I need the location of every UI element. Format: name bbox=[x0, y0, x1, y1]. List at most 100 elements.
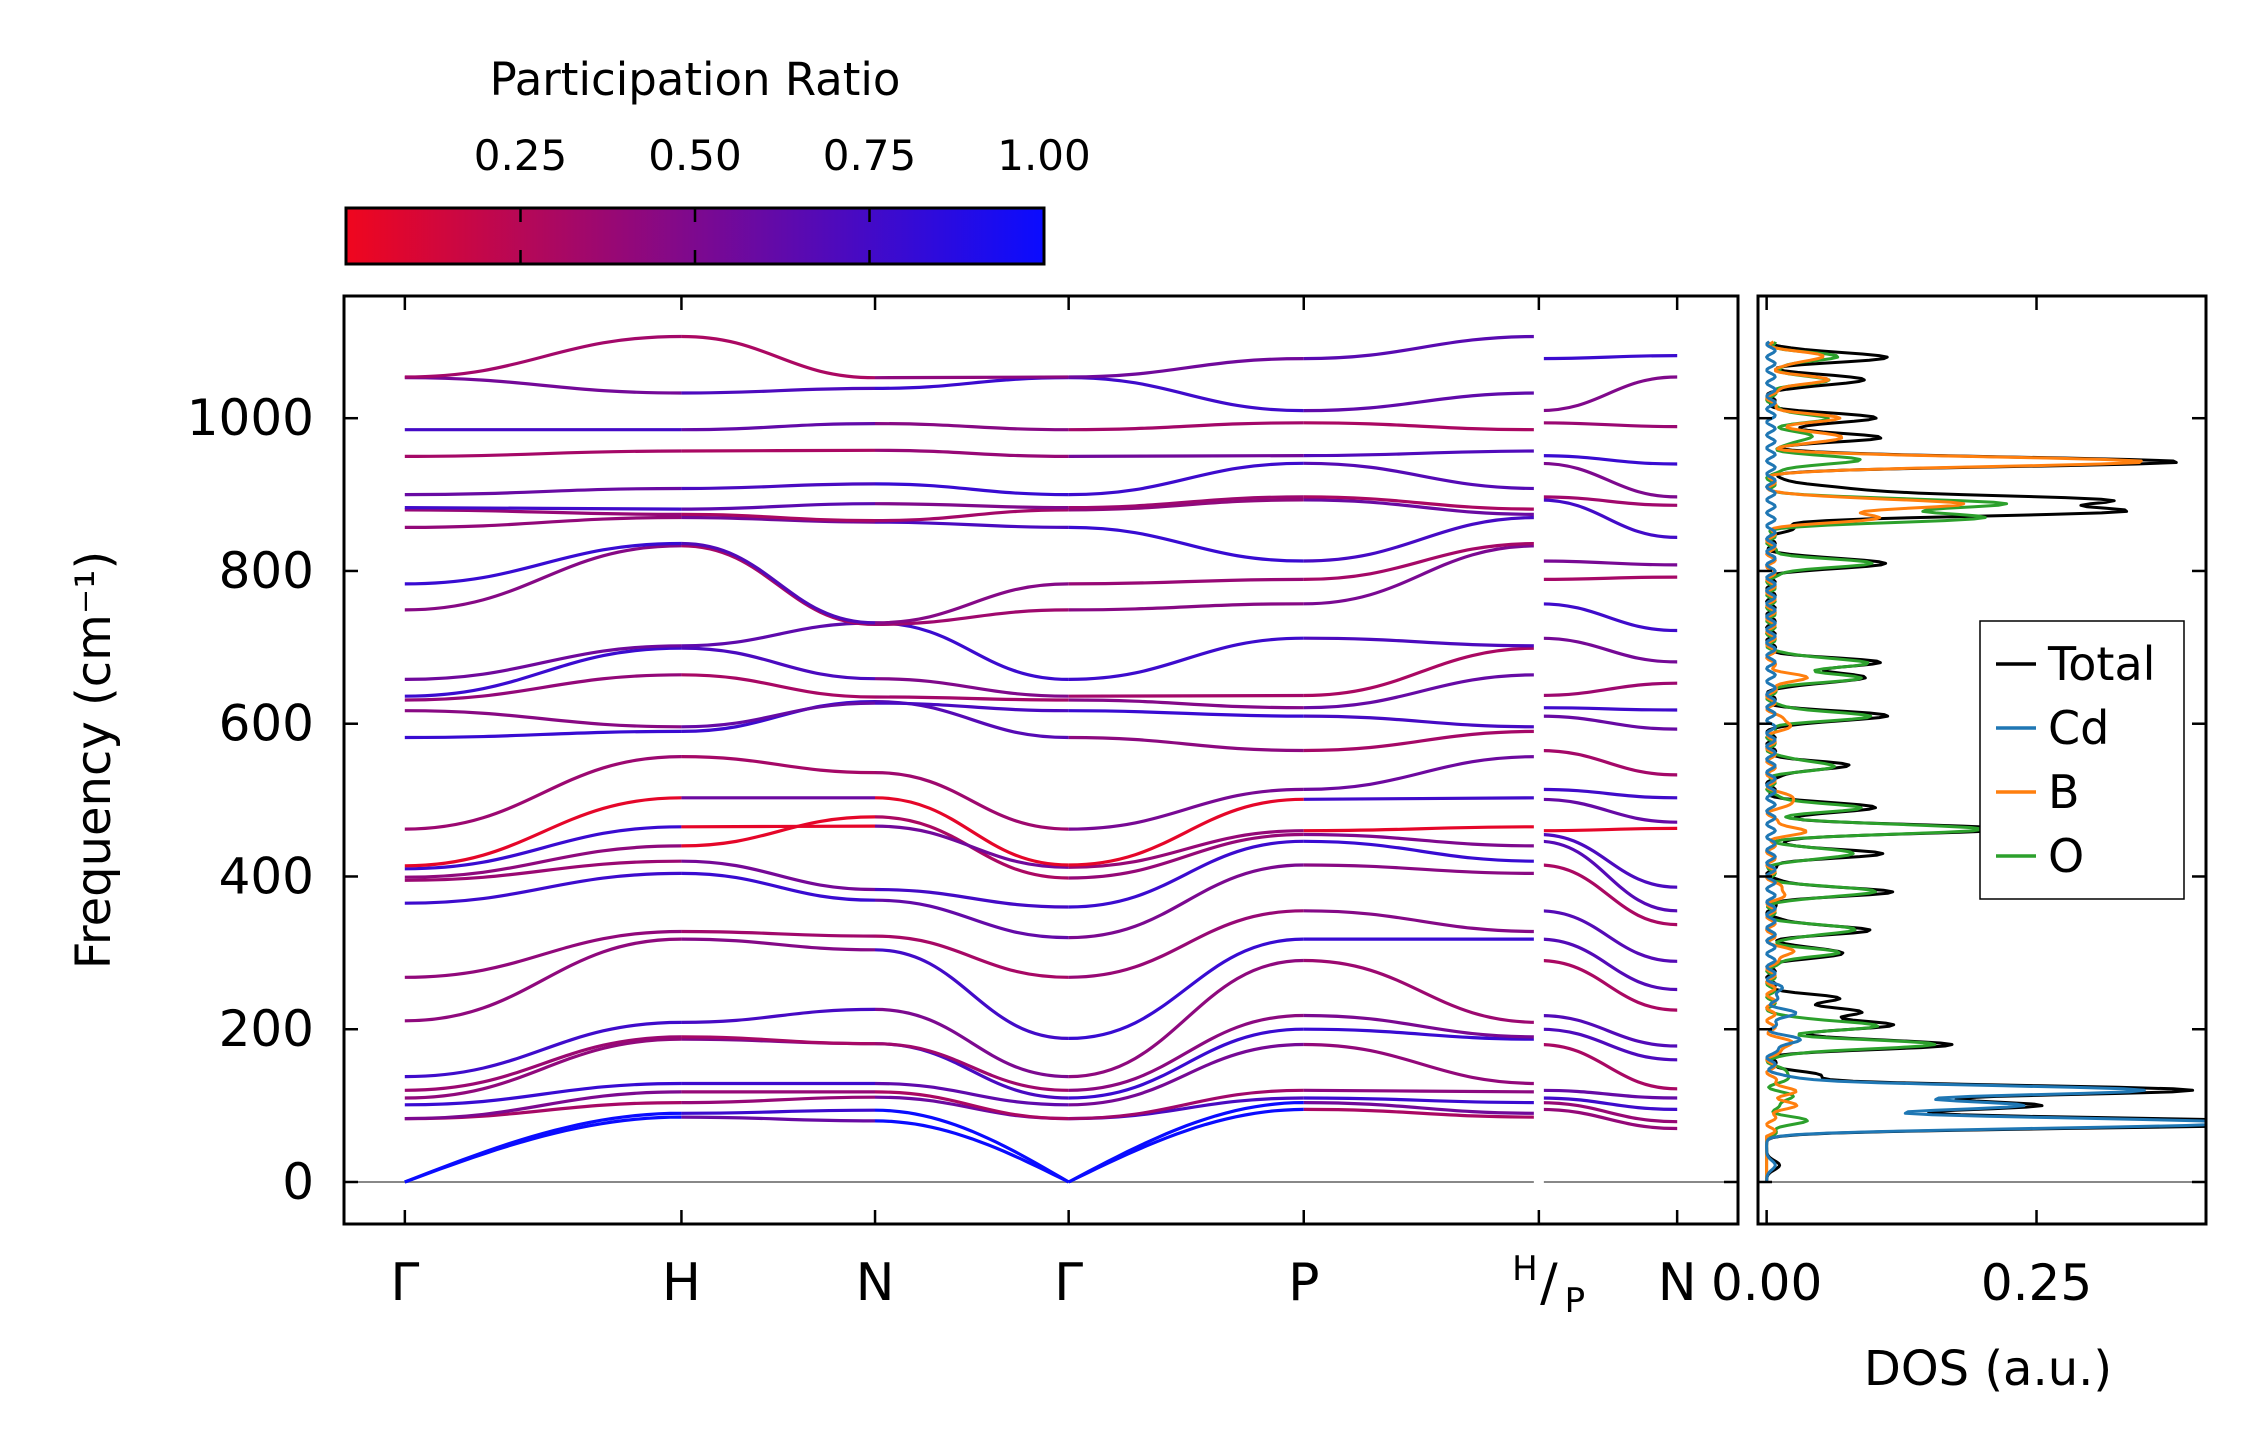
phonon-band-line bbox=[1538, 1096, 1678, 1111]
phonon-band-line bbox=[404, 449, 682, 458]
phonon-band-line bbox=[1538, 354, 1678, 361]
phonon-band-line bbox=[1068, 839, 1304, 909]
phonon-band-line bbox=[874, 508, 1069, 523]
phonon-band-line bbox=[874, 621, 1069, 681]
phonon-band-line bbox=[1538, 1101, 1678, 1124]
phonon-band-line bbox=[1068, 357, 1304, 379]
phonon-band-line bbox=[874, 448, 1069, 458]
phonon-band-line bbox=[1303, 391, 1539, 413]
phonon-band-line bbox=[874, 375, 1069, 380]
phonon-band-line bbox=[404, 1035, 682, 1092]
dos-legend: Total Cd BO bbox=[1979, 620, 2185, 900]
phonon-band-line bbox=[1303, 755, 1539, 791]
phonon-band-line bbox=[1303, 1013, 1539, 1039]
phonon-band-line bbox=[874, 1007, 1069, 1079]
phonon-band-line bbox=[1303, 1107, 1539, 1119]
phonon-band-line bbox=[1303, 832, 1539, 848]
phonon-band-line bbox=[874, 608, 1069, 626]
legend-label-o: O bbox=[2048, 829, 2084, 883]
phonon-band-line bbox=[1068, 525, 1304, 563]
phonon-band-line bbox=[1068, 454, 1304, 458]
phonon-band-line bbox=[1068, 602, 1304, 612]
y-tick-label: 600 bbox=[219, 695, 314, 753]
colorbar-tick-label: 1.00 bbox=[997, 131, 1091, 180]
colorbar-title: Participation Ratio bbox=[490, 53, 901, 106]
legend-items: Total Cd BO bbox=[1996, 637, 2155, 883]
phonon-band-line bbox=[1303, 498, 1539, 516]
phonon-band-line bbox=[874, 422, 1069, 432]
band-path-separators bbox=[1533, 298, 1544, 1222]
band-axes-frame bbox=[342, 294, 1740, 1226]
phonon-band-line bbox=[1538, 958, 1678, 1012]
phonon-band-line bbox=[1068, 376, 1304, 413]
phonon-band-line bbox=[1068, 735, 1304, 753]
dos-line-cd bbox=[1765, 340, 2206, 1183]
phonon-band-line bbox=[404, 644, 682, 681]
phonon-band-line bbox=[1538, 937, 1678, 992]
phonon-band-line bbox=[874, 376, 1069, 390]
phonon-band-line bbox=[1303, 1027, 1539, 1041]
high-symmetry-sup: H bbox=[1512, 1249, 1538, 1289]
phonon-band-line bbox=[874, 898, 1069, 940]
phonon-band-line bbox=[681, 815, 876, 848]
phonon-band-line bbox=[681, 1035, 876, 1046]
dos-y-ticks bbox=[1758, 416, 2206, 1184]
phonon-band-line bbox=[1067, 1101, 1304, 1184]
phonon-band-line bbox=[874, 1095, 1069, 1121]
phonon-band-line bbox=[681, 502, 876, 511]
y-tick-label: 800 bbox=[219, 542, 314, 600]
y-tick-label: 0 bbox=[282, 1153, 314, 1211]
phonon-band-line bbox=[1538, 559, 1678, 567]
phonon-band-line bbox=[681, 701, 876, 729]
phonon-band-line bbox=[1538, 1027, 1678, 1062]
phonon-band-line bbox=[1303, 1042, 1539, 1086]
phonon-band-line bbox=[681, 824, 876, 829]
phonon-band-line bbox=[404, 871, 682, 905]
phonon-band-line bbox=[1303, 909, 1539, 934]
dos-x-tick-label: 0.00 bbox=[1711, 1254, 1822, 1312]
phonon-band-line bbox=[1068, 909, 1304, 979]
phonon-band-line bbox=[681, 937, 876, 952]
phonon-band-line bbox=[874, 695, 1069, 702]
high-symmetry-label: N bbox=[856, 1253, 895, 1313]
phonon-band-line bbox=[874, 887, 1069, 909]
phonon-band-line bbox=[1068, 832, 1304, 880]
phonon-band-line bbox=[1067, 1107, 1304, 1184]
phonon-band-line bbox=[1068, 577, 1304, 586]
phonon-band-line bbox=[1538, 421, 1678, 429]
phonon-band-line bbox=[681, 334, 876, 380]
phonon-band-line bbox=[1538, 909, 1678, 963]
phonon-band-line bbox=[404, 1115, 682, 1184]
phonon-band-line bbox=[1303, 1088, 1539, 1094]
colorbar-ticks: 0.25 0.50 0.75 1.00 bbox=[474, 131, 1091, 264]
phonon-band-line bbox=[1068, 863, 1304, 940]
phonon-band-line bbox=[404, 844, 682, 879]
y-tick-label: 200 bbox=[219, 1000, 314, 1058]
phonon-band-line bbox=[1303, 825, 1539, 833]
band-lines bbox=[404, 334, 1678, 1184]
phonon-band-line bbox=[1068, 1042, 1304, 1107]
dos-axes-frame bbox=[1756, 294, 2208, 1226]
phonon-band-line bbox=[404, 755, 682, 831]
phonon-band-line bbox=[1303, 863, 1539, 875]
phonon-band-line bbox=[404, 334, 682, 379]
phonon-band-line bbox=[874, 1090, 1069, 1121]
phonon-band-line bbox=[1303, 544, 1539, 606]
phonon-band-line bbox=[1303, 673, 1539, 710]
phonon-band-line bbox=[1303, 515, 1539, 563]
colorbar-tick-label: 0.25 bbox=[474, 131, 568, 180]
phonon-band-line bbox=[681, 646, 876, 681]
phonon-band-line bbox=[1303, 1096, 1539, 1105]
phonon-band-line bbox=[1538, 714, 1678, 731]
phonon-band-line bbox=[404, 937, 682, 1023]
phonon-band-line bbox=[681, 673, 876, 699]
legend-label-b: B bbox=[2048, 765, 2080, 819]
phonon-band-line bbox=[874, 1108, 1070, 1184]
phonon-band-line bbox=[404, 1020, 682, 1079]
phonon-band-line bbox=[1538, 832, 1678, 889]
phonon-band-line bbox=[681, 871, 876, 902]
phonon-band-line bbox=[681, 512, 876, 523]
phonon-band-line bbox=[1068, 958, 1304, 1079]
